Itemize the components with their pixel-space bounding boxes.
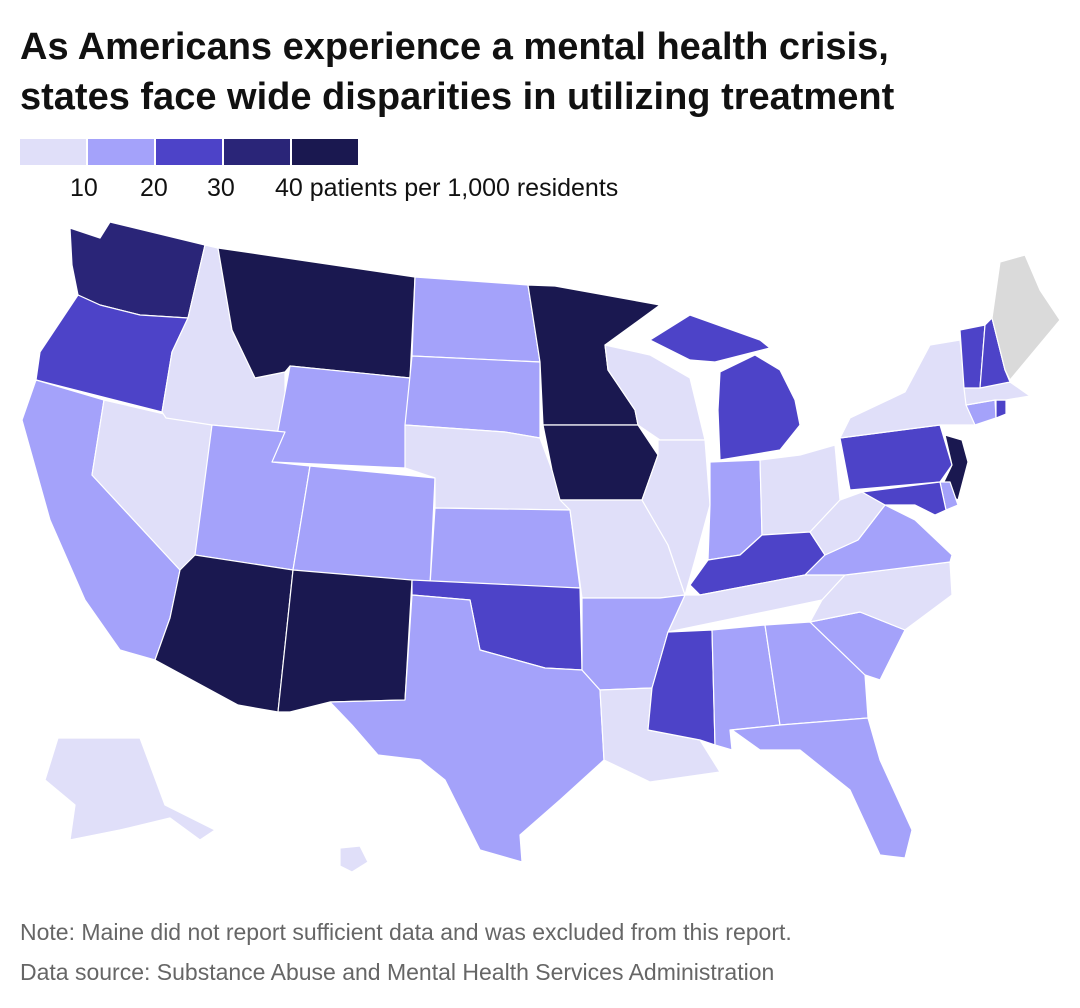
state-texas[interactable] [329, 594, 605, 863]
legend: 10 20 30 40 patients per 1,000 residents [20, 139, 720, 209]
legend-tick-40-units: 40 patients per 1,000 residents [275, 174, 619, 202]
state-hawaii[interactable] [339, 845, 369, 873]
state-wyoming[interactable] [271, 365, 411, 469]
state-north-dakota[interactable] [411, 276, 541, 363]
state-michigan-upper-peninsula[interactable] [649, 314, 771, 363]
state-maine[interactable] [991, 254, 1061, 381]
legend-swatch-bin-0 [20, 139, 86, 165]
source-text: Data source: Substance Abuse and Mental … [20, 959, 775, 985]
state-maryland[interactable] [861, 481, 947, 516]
note-text: Note: Maine did not report sufficient da… [20, 919, 792, 945]
state-colorado[interactable] [292, 465, 436, 586]
us-choropleth-map [21, 221, 1061, 873]
state-montana[interactable] [217, 247, 416, 379]
state-south-dakota[interactable] [404, 355, 541, 439]
legend-tick-30: 30 [207, 174, 235, 202]
legend-tick-20: 20 [140, 174, 168, 202]
state-georgia[interactable] [764, 621, 869, 726]
state-michigan[interactable] [717, 354, 801, 461]
chart-title: As Americans experience a mental health … [20, 22, 1060, 122]
state-florida[interactable] [731, 717, 913, 859]
state-iowa[interactable] [542, 424, 659, 501]
state-new-mexico[interactable] [277, 569, 413, 713]
legend-swatch-bin-1 [88, 139, 154, 165]
legend-tick-10: 10 [70, 174, 98, 202]
state-kansas[interactable] [429, 507, 581, 589]
chart-title-line-1: As Americans experience a mental health … [20, 26, 889, 68]
legend-swatch-bin-2 [156, 139, 222, 165]
state-new-york[interactable] [839, 339, 976, 439]
legend-swatch-bin-4 [292, 139, 358, 165]
chart-title-line-2: states face wide disparities in utilizin… [20, 76, 895, 118]
state-alaska[interactable] [44, 737, 216, 841]
state-rhode-island[interactable] [995, 399, 1007, 419]
legend-swatch-bin-3 [224, 139, 290, 165]
